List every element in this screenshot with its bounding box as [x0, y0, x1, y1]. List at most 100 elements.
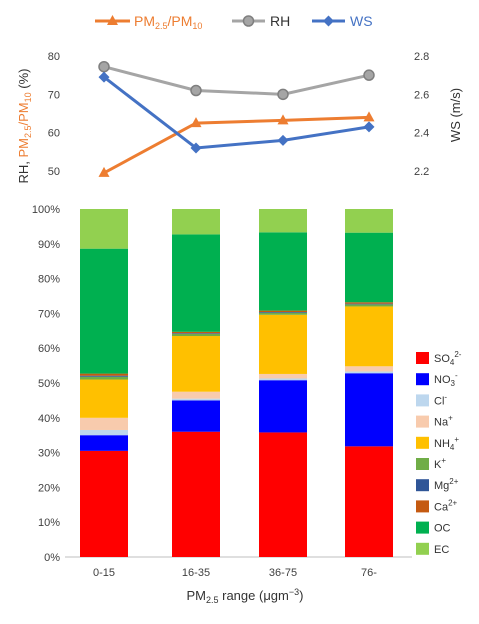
legend-swatch — [416, 500, 429, 513]
legend-swatch — [416, 394, 429, 407]
right-y-tick-label: 2.6 — [414, 89, 429, 101]
x-tick-label: 0-15 — [93, 567, 115, 579]
circle-marker-icon — [242, 15, 255, 27]
legend-item-pm-ratio: PM2.5/PM10 — [95, 13, 202, 31]
data-point-rh — [98, 60, 110, 73]
legend-label-ws: WS — [350, 13, 373, 29]
bar-segment-nh4 — [345, 306, 393, 367]
legend-item-ec: EC — [416, 542, 449, 556]
data-point-pm2-5-pm10 — [98, 166, 110, 177]
bar-segment-mg2 — [345, 303, 393, 305]
bar-segment-ca2 — [345, 302, 393, 304]
legend-label: EC — [434, 544, 449, 556]
bar-segment-k — [345, 304, 393, 307]
left-y-tick-label: 80 — [48, 51, 60, 63]
bar-segment-so42 — [345, 446, 393, 557]
legend-swatch — [416, 436, 429, 449]
bar-segment-cl — [259, 378, 307, 381]
bar-y-tick-label: 50% — [38, 378, 60, 390]
legend-swatch — [416, 479, 429, 492]
bar-segment-ec — [172, 209, 220, 235]
legend-item-cl: Cl- — [416, 392, 447, 407]
legend-label-rh: RH — [270, 13, 290, 29]
data-point-rh — [190, 84, 202, 97]
bar-segment-mg2 — [172, 333, 220, 334]
legend-label: NO3- — [434, 371, 458, 388]
legend-label: SO42- — [434, 350, 462, 367]
bar-segment-so42 — [172, 431, 220, 557]
bar-segment-oc — [172, 234, 220, 332]
bar-segment-mg2 — [259, 312, 307, 313]
series-line-rh — [103, 65, 370, 96]
legend-label: OC — [434, 523, 451, 535]
legend-swatch — [416, 458, 429, 470]
bar-segment-ca2 — [80, 373, 128, 376]
legend-item-nh4: NH4+ — [416, 435, 459, 452]
legend-item-no3: NO3- — [416, 371, 458, 388]
data-point-ws — [98, 71, 110, 83]
legend-swatch — [416, 373, 429, 386]
legend-item-ws: WS — [312, 13, 373, 29]
legend-item-ca2: Ca2+ — [416, 498, 458, 513]
legend-item-rh: RH — [232, 13, 290, 29]
bar-segment-na — [345, 366, 393, 372]
legend-item-mg2: Mg2+ — [416, 477, 459, 492]
stacked-bar-chart: 0% 10% 20% 30% 40% 50% 60% 70% 80% 90% 100% 0-15 16-… — [32, 204, 412, 579]
bar-y-tick-label: 100% — [32, 204, 60, 216]
bar-segment-nh4 — [259, 314, 307, 374]
data-point-rh — [277, 88, 289, 101]
x-axis-title: PM2.5 range (μgm−3) — [187, 587, 304, 605]
legend-swatch — [416, 521, 429, 534]
bar-y-tick-label: 70% — [38, 308, 60, 320]
bar-y-tick-label: 60% — [38, 343, 60, 355]
bar-y-tick-label: 20% — [38, 482, 60, 494]
data-point-pm2-5-pm10 — [190, 117, 202, 128]
legend-label: NH4+ — [434, 435, 459, 452]
x-tick-label: 16-35 — [182, 567, 210, 579]
bar-segment-ec — [80, 209, 128, 249]
bar-segment-nh4 — [80, 379, 128, 418]
legend-label: Na+ — [434, 414, 453, 429]
bar-segment-mg2 — [80, 375, 128, 377]
bar-segment-cl — [345, 371, 393, 374]
left-y-tick-label: 60 — [48, 128, 60, 140]
bar-segment-oc — [80, 248, 128, 374]
right-y-tick-label: 2.4 — [414, 128, 429, 140]
legend-item-so42: SO42- — [416, 350, 462, 367]
bar-segment-ca2 — [259, 310, 307, 313]
diamond-marker-icon — [323, 15, 334, 27]
x-tick-label: 36-75 — [269, 567, 297, 579]
triangle-marker-icon — [107, 15, 118, 25]
bar-segment-na — [259, 373, 307, 379]
series-line-pm2-5-pm10 — [103, 115, 370, 175]
legend-label: Cl- — [434, 392, 447, 407]
bar-segment-na — [80, 417, 128, 430]
right-y-tick-label: 2.8 — [414, 51, 429, 63]
legend-item-na: Na+ — [416, 414, 453, 429]
bar-segment-so42 — [80, 450, 128, 557]
legend-swatch — [416, 542, 429, 555]
legend-label: Ca2+ — [434, 498, 458, 513]
left-y-tick-label: 50 — [48, 166, 60, 178]
right-axis-title: WS (m/s) — [448, 88, 463, 142]
bar-segment-na — [172, 391, 220, 399]
bar-y-tick-label: 10% — [38, 517, 60, 529]
legend-item-oc: OC — [416, 521, 451, 535]
bar-segment-ec — [345, 209, 393, 233]
bar-segment-no3 — [345, 373, 393, 447]
top-legend: PM2.5/PM10 RH WS — [95, 13, 373, 31]
legend-item-k: K+ — [416, 456, 446, 471]
legend-label: Mg2+ — [434, 477, 459, 492]
data-point-ws — [190, 142, 202, 154]
bar-segment-ca2 — [172, 331, 220, 334]
bar-segment-cl — [172, 398, 220, 401]
series-line-ws — [103, 75, 370, 150]
bar-y-tick-label: 80% — [38, 274, 60, 286]
legend-label: K+ — [434, 456, 446, 471]
data-point-ws — [277, 134, 289, 146]
right-y-tick-label: 2.2 — [414, 166, 429, 178]
data-point-ws — [363, 121, 375, 133]
legend-swatch — [416, 415, 429, 428]
line-chart: 50 60 70 80 2.2 2.4 2.6 2.8 — [48, 51, 430, 178]
